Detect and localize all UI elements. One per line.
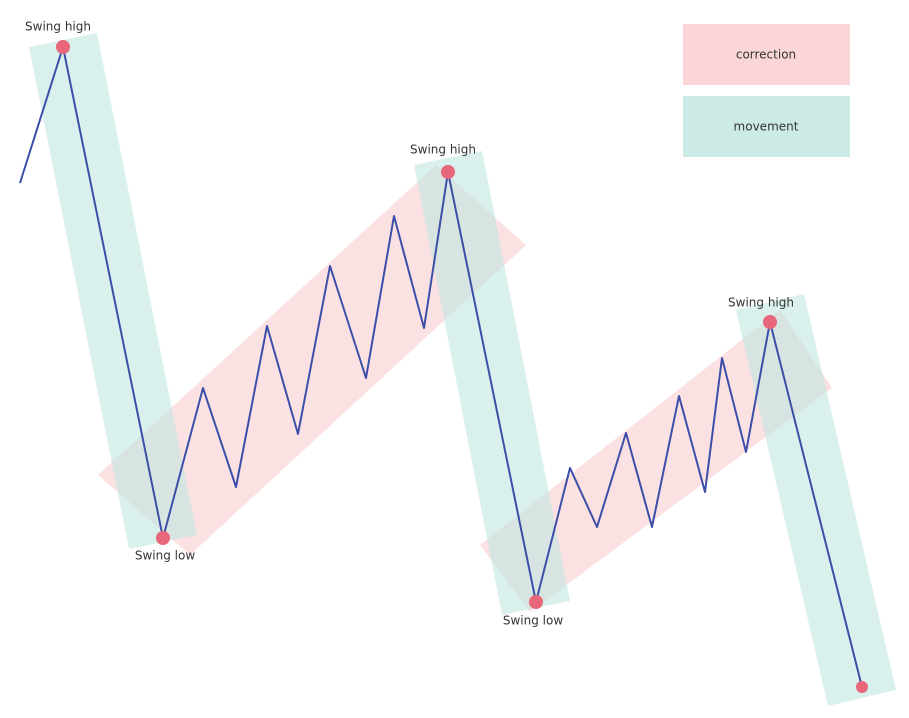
legend-label: correction xyxy=(736,48,796,62)
swing-points xyxy=(56,40,868,693)
correction-band xyxy=(480,310,832,612)
swing-point xyxy=(156,531,170,545)
swing-point xyxy=(856,681,868,693)
swing-label: Swing high xyxy=(25,20,91,34)
swing-label: Swing high xyxy=(728,296,794,310)
legend-label: movement xyxy=(734,120,799,134)
legend-swatch xyxy=(683,96,850,157)
swing-point xyxy=(56,40,70,54)
swing-label: Swing low xyxy=(135,549,195,563)
swing-label: Swing low xyxy=(503,614,563,628)
movement-band xyxy=(736,294,896,706)
swing-point xyxy=(441,165,455,179)
legend-swatch xyxy=(683,24,850,85)
swing-point xyxy=(763,315,777,329)
swing-label: Swing high xyxy=(410,143,476,157)
swing-point xyxy=(529,595,543,609)
